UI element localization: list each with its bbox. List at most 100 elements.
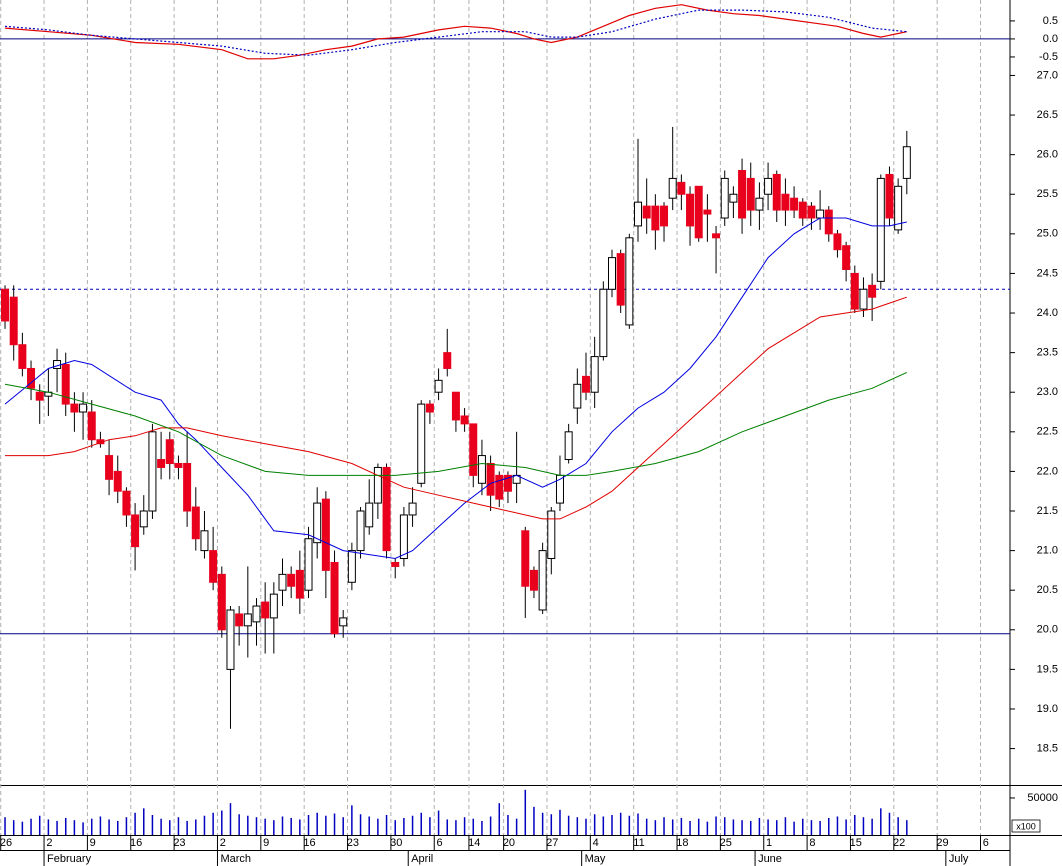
volume-bar [333,813,336,835]
volume-bar [186,820,188,835]
volume-bar [325,815,327,835]
volume-bar [810,820,813,835]
candle-body [547,510,556,560]
volume-bar [671,819,674,835]
volume-bar [290,817,292,835]
month-label: May [585,853,606,865]
volume-bar [12,820,15,835]
candle-body [252,605,261,623]
y-tick-label: 19.5 [1037,663,1058,675]
volume-bar [498,803,501,835]
candle-body [738,169,747,219]
candle-body [356,510,365,552]
candle-body [729,193,738,203]
volume-bar [30,818,32,835]
candle-body [625,237,634,326]
candle-body [894,185,903,231]
candle-body [772,173,781,211]
x-tick-label: 20 [503,837,515,849]
candle-body [668,177,677,199]
volume-bar [619,812,622,835]
volume-bar [472,818,475,835]
candle-body [382,466,391,552]
candle-body [148,431,157,512]
x-tick-label: 11 [633,837,644,849]
volume-bar [359,814,362,835]
volume-bar [21,821,24,835]
candle-body [451,391,460,421]
candle-body [781,193,790,211]
candle-body [686,193,695,227]
candle-body [278,573,287,591]
candle-body [850,272,859,310]
volume-bar [767,819,769,835]
candle-body [200,530,209,552]
y-tick-label: 25.0 [1037,228,1058,240]
candle-body [573,383,582,409]
volume-bar [689,820,691,835]
candle-body [885,173,894,219]
volume-bar [394,820,396,835]
candle-body [608,257,617,290]
x-tick-label: 25 [720,837,732,849]
volume-bar [541,812,544,835]
volume-bar [576,817,579,835]
volume-bar [706,821,709,835]
x-tick-label: 23 [347,837,359,849]
candle-body [746,177,755,211]
candle-body [157,459,166,468]
indicator-line [4,9,907,56]
candle-body [295,569,304,599]
candle-body [408,502,417,516]
y-tick-label: 24.0 [1037,307,1058,319]
candle-body [876,177,885,282]
volume-bar [463,817,466,835]
candle-body [755,197,764,211]
volume-bar [212,812,214,835]
volume-bar [47,819,50,835]
y-tick-label: 22.0 [1037,465,1058,477]
candle-body [321,498,330,571]
volume-bar [628,815,631,835]
x-tick-label: 1 [766,837,772,849]
volume-bar [134,812,136,835]
volume-bar [663,817,665,835]
volume-bar [264,818,266,835]
y-tick-label: 23.0 [1037,386,1058,398]
y-tick-label: 25.5 [1037,188,1058,200]
volume-bar [906,820,908,835]
volume-bar [481,820,483,835]
candle-body [226,609,235,670]
volume-bar [229,803,232,835]
candle-body [131,514,140,548]
volume-bar [351,805,353,835]
volume-bar [64,817,67,835]
x-tick-label: 8 [809,837,815,849]
candle-body [165,439,174,464]
x-tick-label: 15 [850,837,862,849]
candle-body [469,423,478,476]
month-label: April [411,853,433,865]
volume-bar [489,816,492,835]
candle-body [217,573,226,631]
candle-body [581,375,590,393]
candle-body [694,185,703,239]
candle-body [287,573,296,587]
y-tick-label: 19.0 [1037,703,1058,715]
volume-bar [117,820,119,835]
x-tick-label: 18 [676,837,688,849]
volume-bar [446,819,449,835]
candle-body [18,344,27,369]
candle-body [105,455,114,480]
candle-body [434,379,443,393]
y-tick-label: 21.5 [1037,505,1058,517]
candle-body [477,455,486,484]
candle-body [703,209,712,215]
volume-bar [368,816,370,835]
volume-bar [836,816,839,835]
volume-bar [854,815,856,835]
volume-bar [645,818,648,835]
candle-body [529,569,538,591]
candle-body [87,411,96,441]
